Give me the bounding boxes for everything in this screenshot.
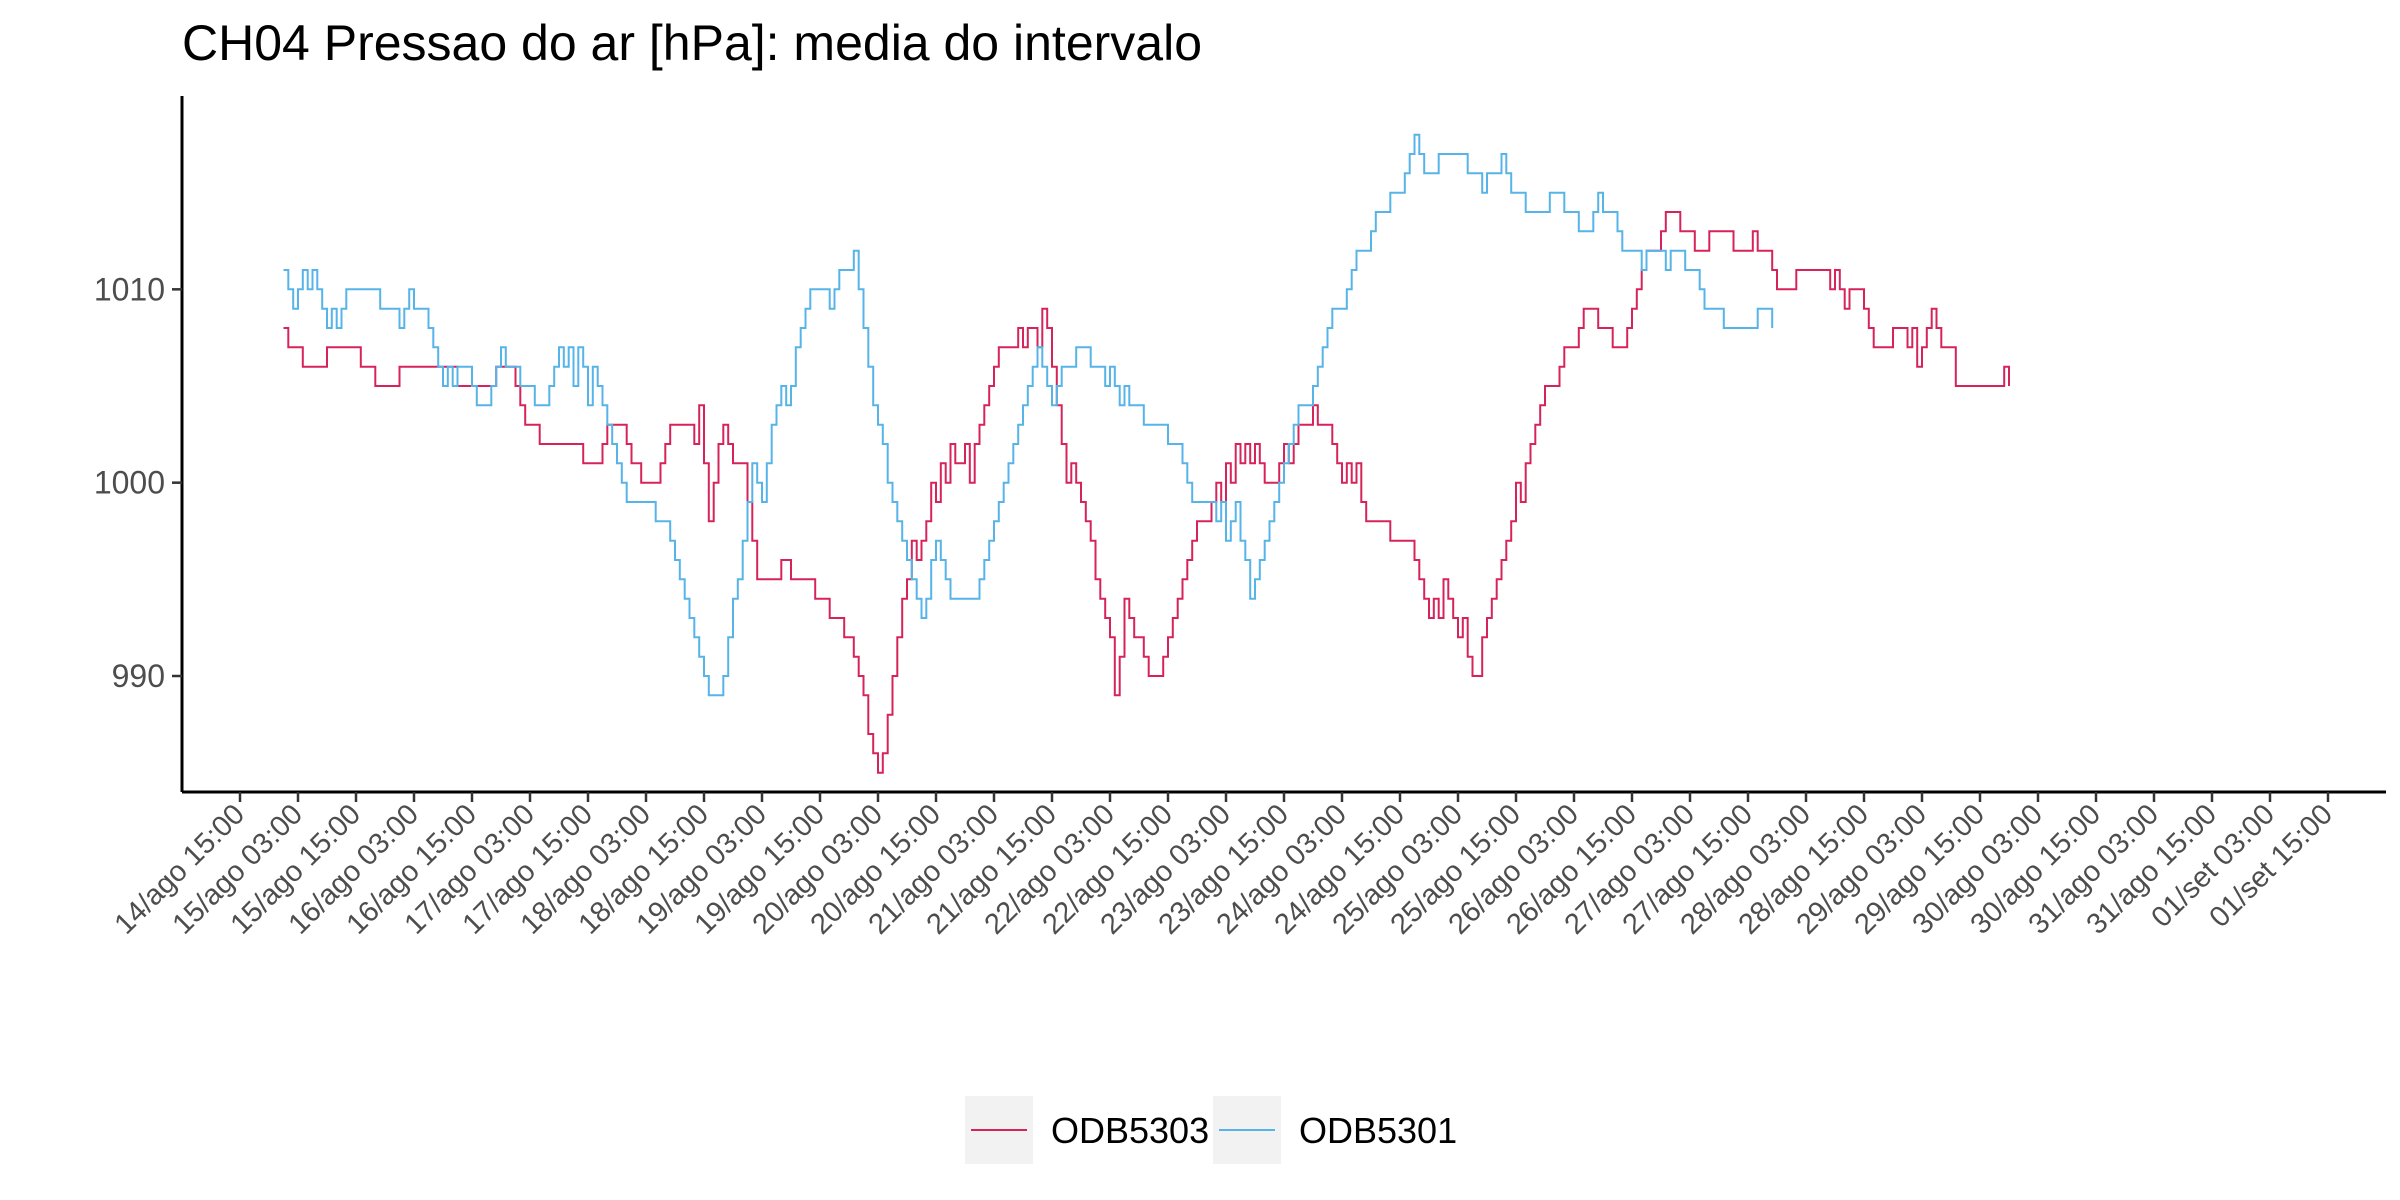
chart-title: CH04 Pressao do ar [hPa]: media do inter… (182, 15, 1202, 71)
legend: ODB5303 ODB5301 (965, 1096, 1457, 1164)
legend-label-odb5301: ODB5301 (1299, 1110, 1457, 1151)
series-layer (283, 133, 2010, 774)
series-line-odb5301 (283, 133, 1774, 697)
legend-label-odb5303: ODB5303 (1051, 1110, 1209, 1151)
y-tick-label: 1000 (94, 465, 165, 501)
y-tick-label: 1010 (94, 271, 165, 307)
y-axis-ticks: 990 1000 1010 (94, 271, 182, 694)
y-tick-label: 990 (112, 658, 165, 694)
series-line-odb5303 (283, 211, 2010, 774)
